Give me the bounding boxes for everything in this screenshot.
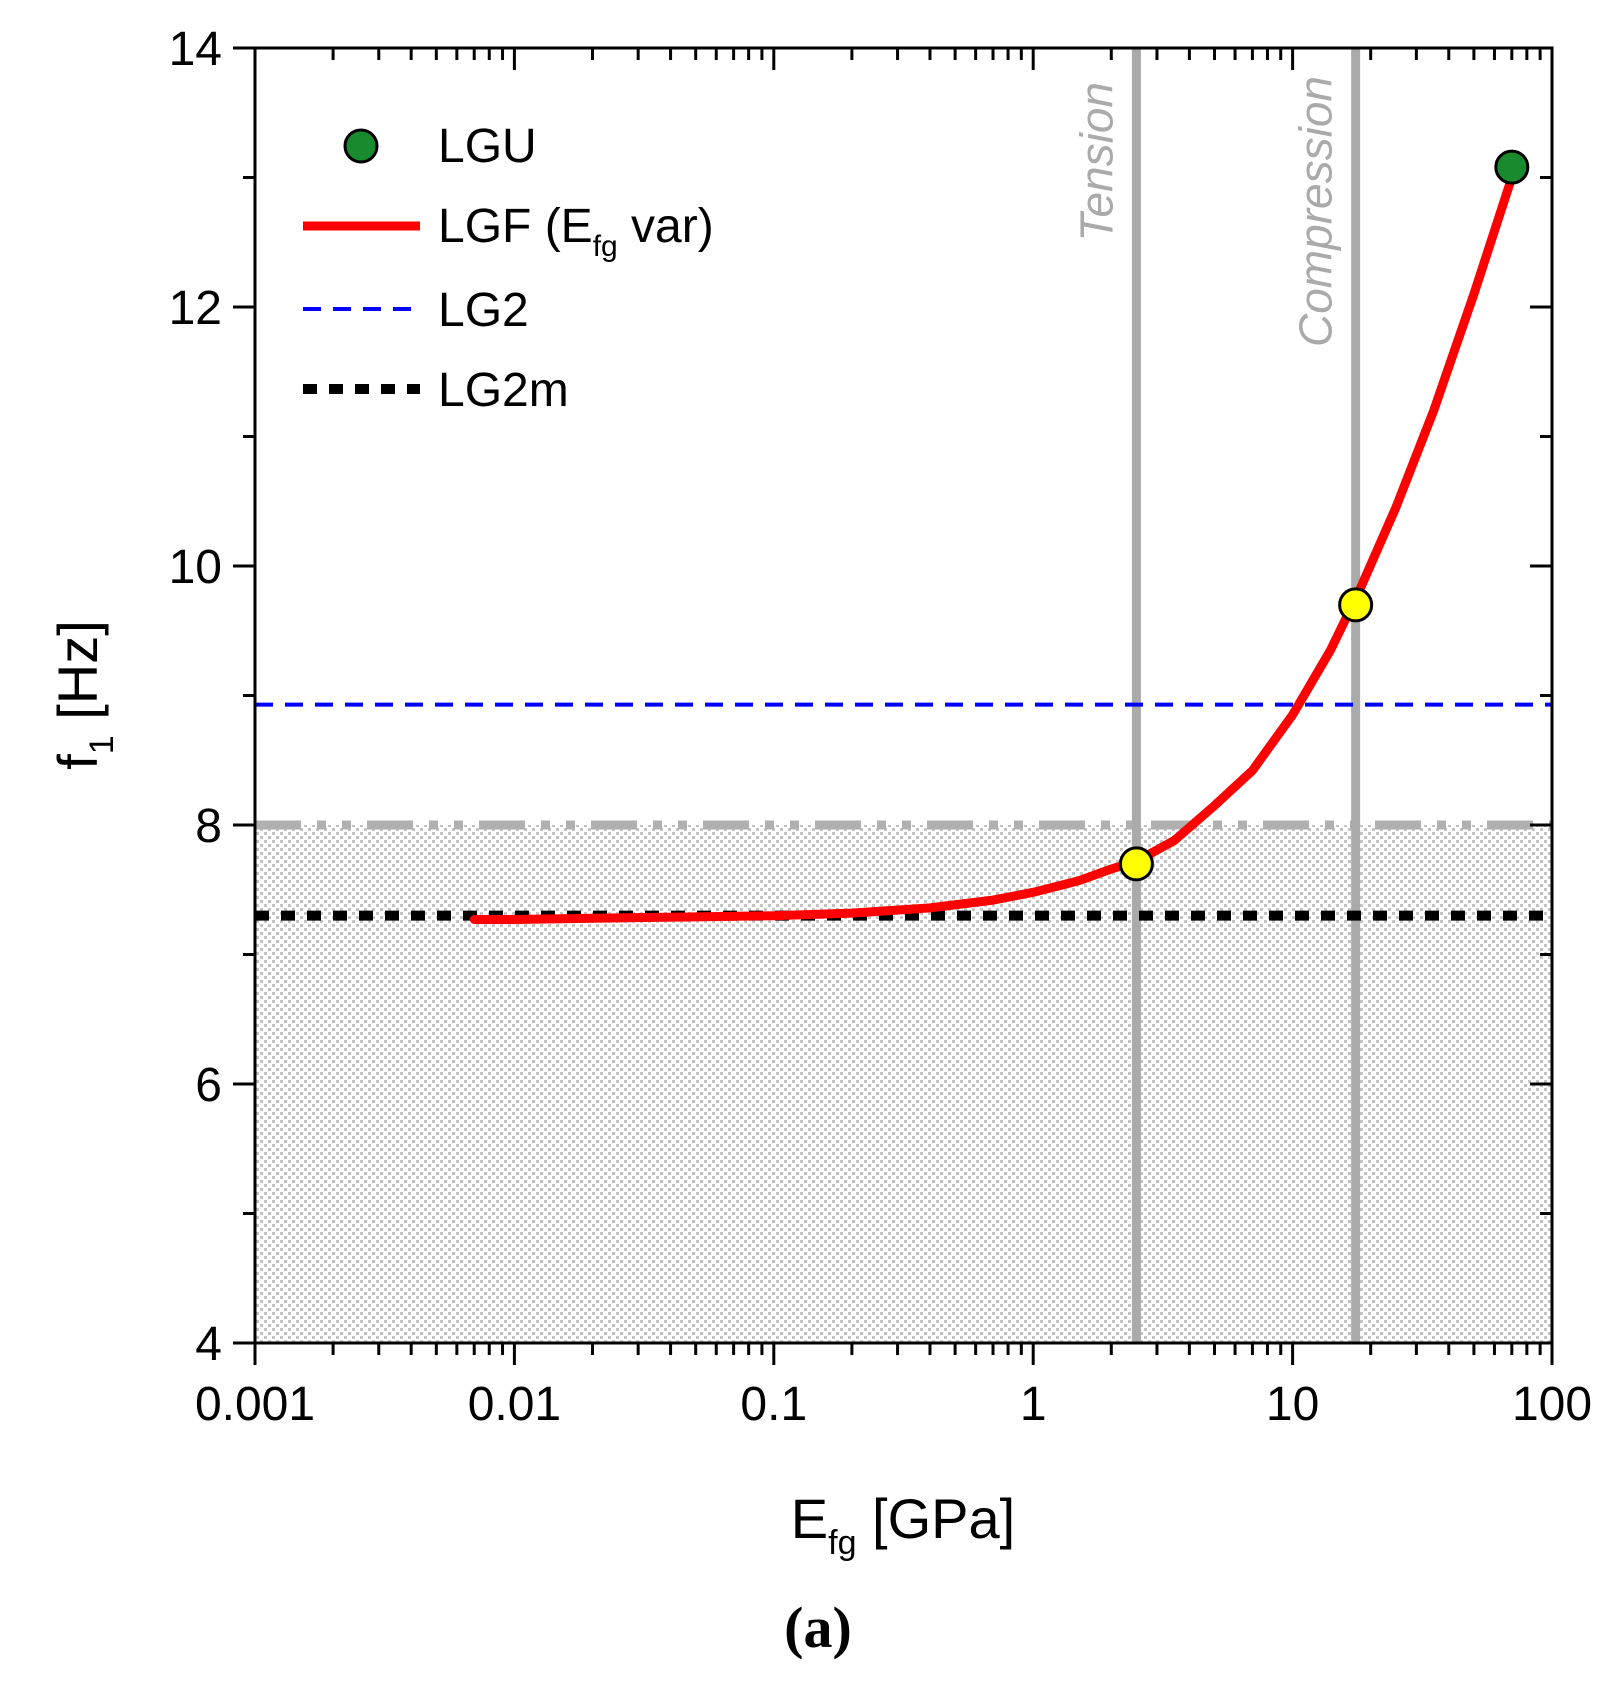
x-tick-label: 0.01 (468, 1378, 561, 1431)
y-tick-label: 14 (169, 23, 222, 76)
x-axis-title: Efg [GPa] (791, 1487, 1015, 1562)
y-tick-label: 8 (195, 800, 222, 853)
x-tick-label: 0.001 (195, 1378, 315, 1431)
legend-lgf-label: LGF (Efg var) (438, 200, 714, 263)
x-tick-label: 100 (1512, 1378, 1592, 1431)
legend-lgu-label: LGU (438, 120, 537, 173)
legend-lgu-marker (343, 128, 379, 164)
y-tick-label: 6 (195, 1059, 222, 1112)
y-axis-title: f1 [Hz] (46, 620, 121, 770)
axis-ticks (233, 46, 1554, 1365)
x-tick-label: 1 (1020, 1378, 1047, 1431)
x-tick-label: 10 (1266, 1378, 1319, 1431)
legend-lg2m-label: LG2m (438, 364, 569, 417)
legend-lg2-label: LG2 (438, 284, 529, 337)
figure-caption: (a) (784, 1595, 852, 1660)
legend: LGU LGF (Efg var) LG2 LG2m (303, 120, 714, 417)
tension-label: Tension (1070, 82, 1122, 241)
compression-label: Compression (1290, 76, 1342, 347)
compression-point-marker (1338, 587, 1374, 623)
y-tick-label: 12 (169, 282, 222, 335)
y-tick-label: 4 (195, 1318, 222, 1371)
LGU-marker (1494, 149, 1530, 185)
x-tick-label: 0.1 (740, 1378, 807, 1431)
tension-point-marker (1118, 846, 1154, 882)
y-tick-label: 10 (169, 541, 222, 594)
